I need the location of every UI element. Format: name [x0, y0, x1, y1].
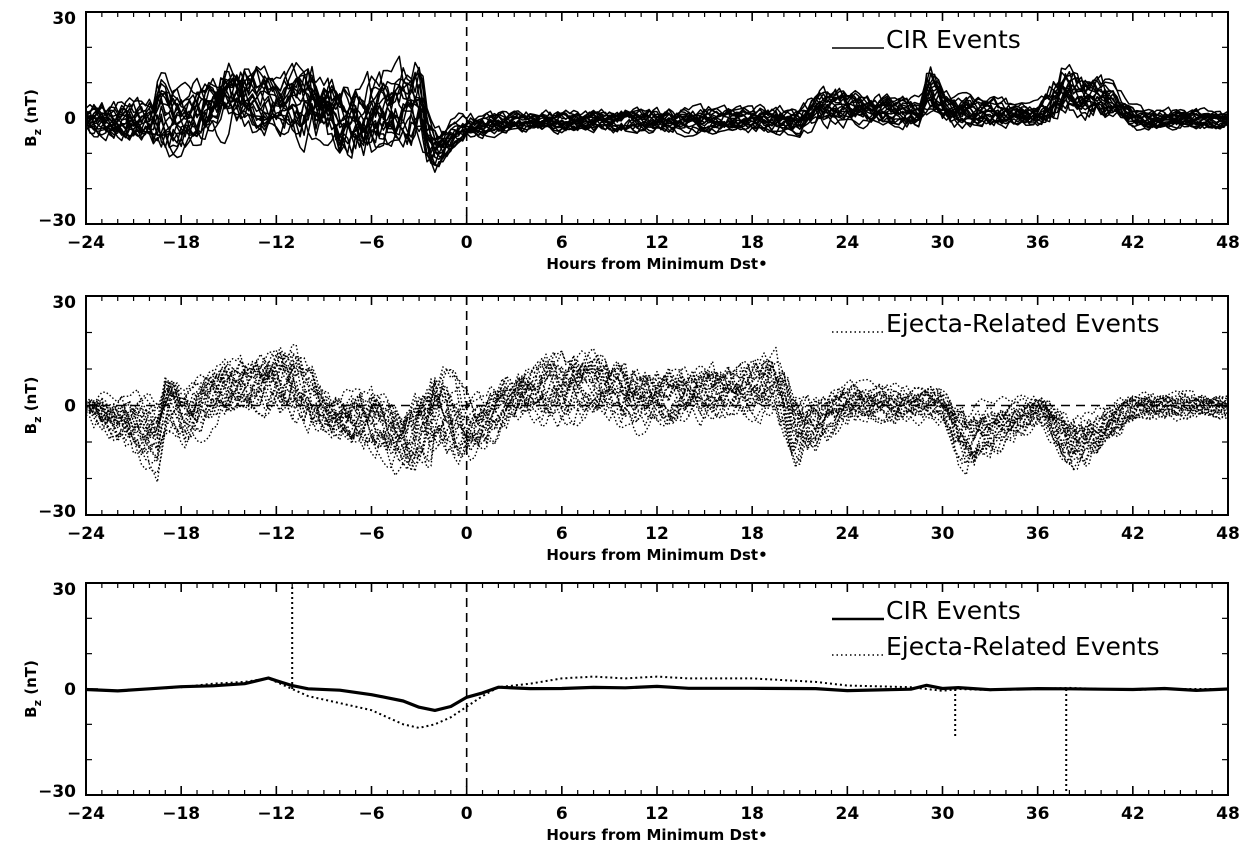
- plot-area: [86, 55, 1228, 173]
- y-tick-label: 0: [64, 680, 76, 700]
- x-tick-label: −6: [358, 804, 384, 824]
- y-tick-label: 0: [64, 397, 76, 417]
- x-tick-label: −12: [257, 233, 295, 253]
- y-label-sub: z: [31, 417, 44, 423]
- series-trace: [86, 372, 1228, 465]
- series-trace: [86, 359, 1228, 443]
- panel-1: −24 −18 −12 −6 0 6 12 18 24 30 36 42 48 −30 0 30 Hours f…: [22, 9, 1240, 273]
- plot-area: [86, 344, 1228, 483]
- series-trace: [86, 62, 1228, 148]
- y-label-b: B: [22, 135, 40, 146]
- x-tick-label: 18: [740, 524, 764, 544]
- legend-label: Ejecta-Related Events: [886, 632, 1160, 661]
- x-axis-label: Hours from Minimum Dst•: [546, 546, 767, 564]
- x-tick-label: −6: [358, 233, 384, 253]
- cir-average-line: [86, 676, 1228, 713]
- x-tick-label: 24: [835, 804, 859, 824]
- x-tick-label: 42: [1121, 804, 1145, 824]
- y-tick-label: 30: [52, 9, 76, 29]
- x-tick-label: 0: [461, 233, 473, 253]
- x-tick-label: 0: [461, 804, 473, 824]
- legend-label: CIR Events: [886, 596, 1021, 625]
- series-trace: [86, 65, 1228, 140]
- x-tick-label: 24: [835, 233, 859, 253]
- y-tick-label: −30: [38, 502, 76, 522]
- series-trace: [86, 364, 1228, 451]
- series-trace: [86, 61, 1228, 148]
- series-trace: [86, 80, 1228, 150]
- y-axis-label: Bz (nT): [22, 660, 44, 718]
- x-axis-label: Hours from Minimum Dst•: [546, 826, 767, 844]
- x-axis-label: Hours from Minimum Dst•: [546, 255, 767, 273]
- series-trace: [86, 380, 1228, 462]
- x-tick-label: 18: [740, 804, 764, 824]
- plot-area: [86, 586, 1228, 795]
- series-trace: [86, 353, 1228, 437]
- x-tick-label: 24: [835, 524, 859, 544]
- x-tick-label: −24: [67, 524, 105, 544]
- x-tick-label: 12: [645, 233, 669, 253]
- y-axis-label: Bz (nT): [22, 377, 44, 435]
- y-tick-label: 0: [64, 109, 76, 129]
- x-tick-label: 48: [1216, 524, 1240, 544]
- y-label-unit: (nT): [22, 377, 40, 417]
- panel-3: −24 −18 −12 −6 0 6 12 18 24 30 36 42 48 −30 0 30 Hours f…: [22, 580, 1240, 844]
- x-tick-label: −18: [162, 524, 200, 544]
- x-tick-label: 36: [1026, 524, 1050, 544]
- y-label-b: B: [22, 706, 40, 717]
- x-tick-label: 30: [931, 233, 955, 253]
- y-tick-label: 30: [52, 580, 76, 600]
- y-label-unit: (nT): [22, 89, 40, 129]
- y-tick-label: 30: [52, 293, 76, 313]
- y-tick-label: −30: [38, 211, 76, 231]
- y-label-sub: z: [31, 700, 44, 706]
- x-tick-label: 42: [1121, 524, 1145, 544]
- legend-label: CIR Events: [886, 25, 1021, 54]
- x-tick-label: −18: [162, 804, 200, 824]
- x-tick-label: 0: [461, 524, 473, 544]
- ejecta-average-line: [86, 675, 1228, 729]
- y-label-sub: z: [31, 129, 44, 135]
- x-tick-label: 18: [740, 233, 764, 253]
- panel-2: −24 −18 −12 −6 0 6 12 18 24 30 36 42 48 −30 0 30 Hours f…: [22, 293, 1240, 564]
- x-tick-label: 6: [556, 524, 568, 544]
- x-tick-label: −18: [162, 233, 200, 253]
- y-label-b: B: [22, 423, 40, 434]
- x-tick-label: 12: [645, 524, 669, 544]
- series-trace: [86, 344, 1228, 444]
- x-tick-label: 48: [1216, 233, 1240, 253]
- series-trace: [86, 346, 1228, 445]
- x-tick-label: 36: [1026, 804, 1050, 824]
- x-tick-label: −12: [257, 524, 295, 544]
- x-tick-label: −24: [67, 233, 105, 253]
- series-trace: [86, 350, 1228, 445]
- series-trace: [86, 76, 1228, 156]
- x-tick-label: 42: [1121, 233, 1145, 253]
- series-trace: [86, 63, 1228, 141]
- x-tick-label: 12: [645, 804, 669, 824]
- series-trace: [86, 351, 1228, 444]
- legend-label: Ejecta-Related Events: [886, 309, 1160, 338]
- x-tick-label: −12: [257, 804, 295, 824]
- series-trace: [86, 359, 1228, 450]
- x-tick-label: −6: [358, 524, 384, 544]
- x-tick-label: −24: [67, 804, 105, 824]
- y-label-unit: (nT): [22, 660, 40, 700]
- x-tick-label: 6: [556, 233, 568, 253]
- x-tick-label: 6: [556, 804, 568, 824]
- x-tick-label: 36: [1026, 233, 1050, 253]
- series-trace: [86, 386, 1228, 471]
- x-tick-label: 48: [1216, 804, 1240, 824]
- x-tick-label: 30: [931, 524, 955, 544]
- y-tick-label: −30: [38, 782, 76, 802]
- series-trace: [86, 350, 1228, 439]
- x-tick-label: 30: [931, 804, 955, 824]
- y-axis-label: Bz (nT): [22, 89, 44, 147]
